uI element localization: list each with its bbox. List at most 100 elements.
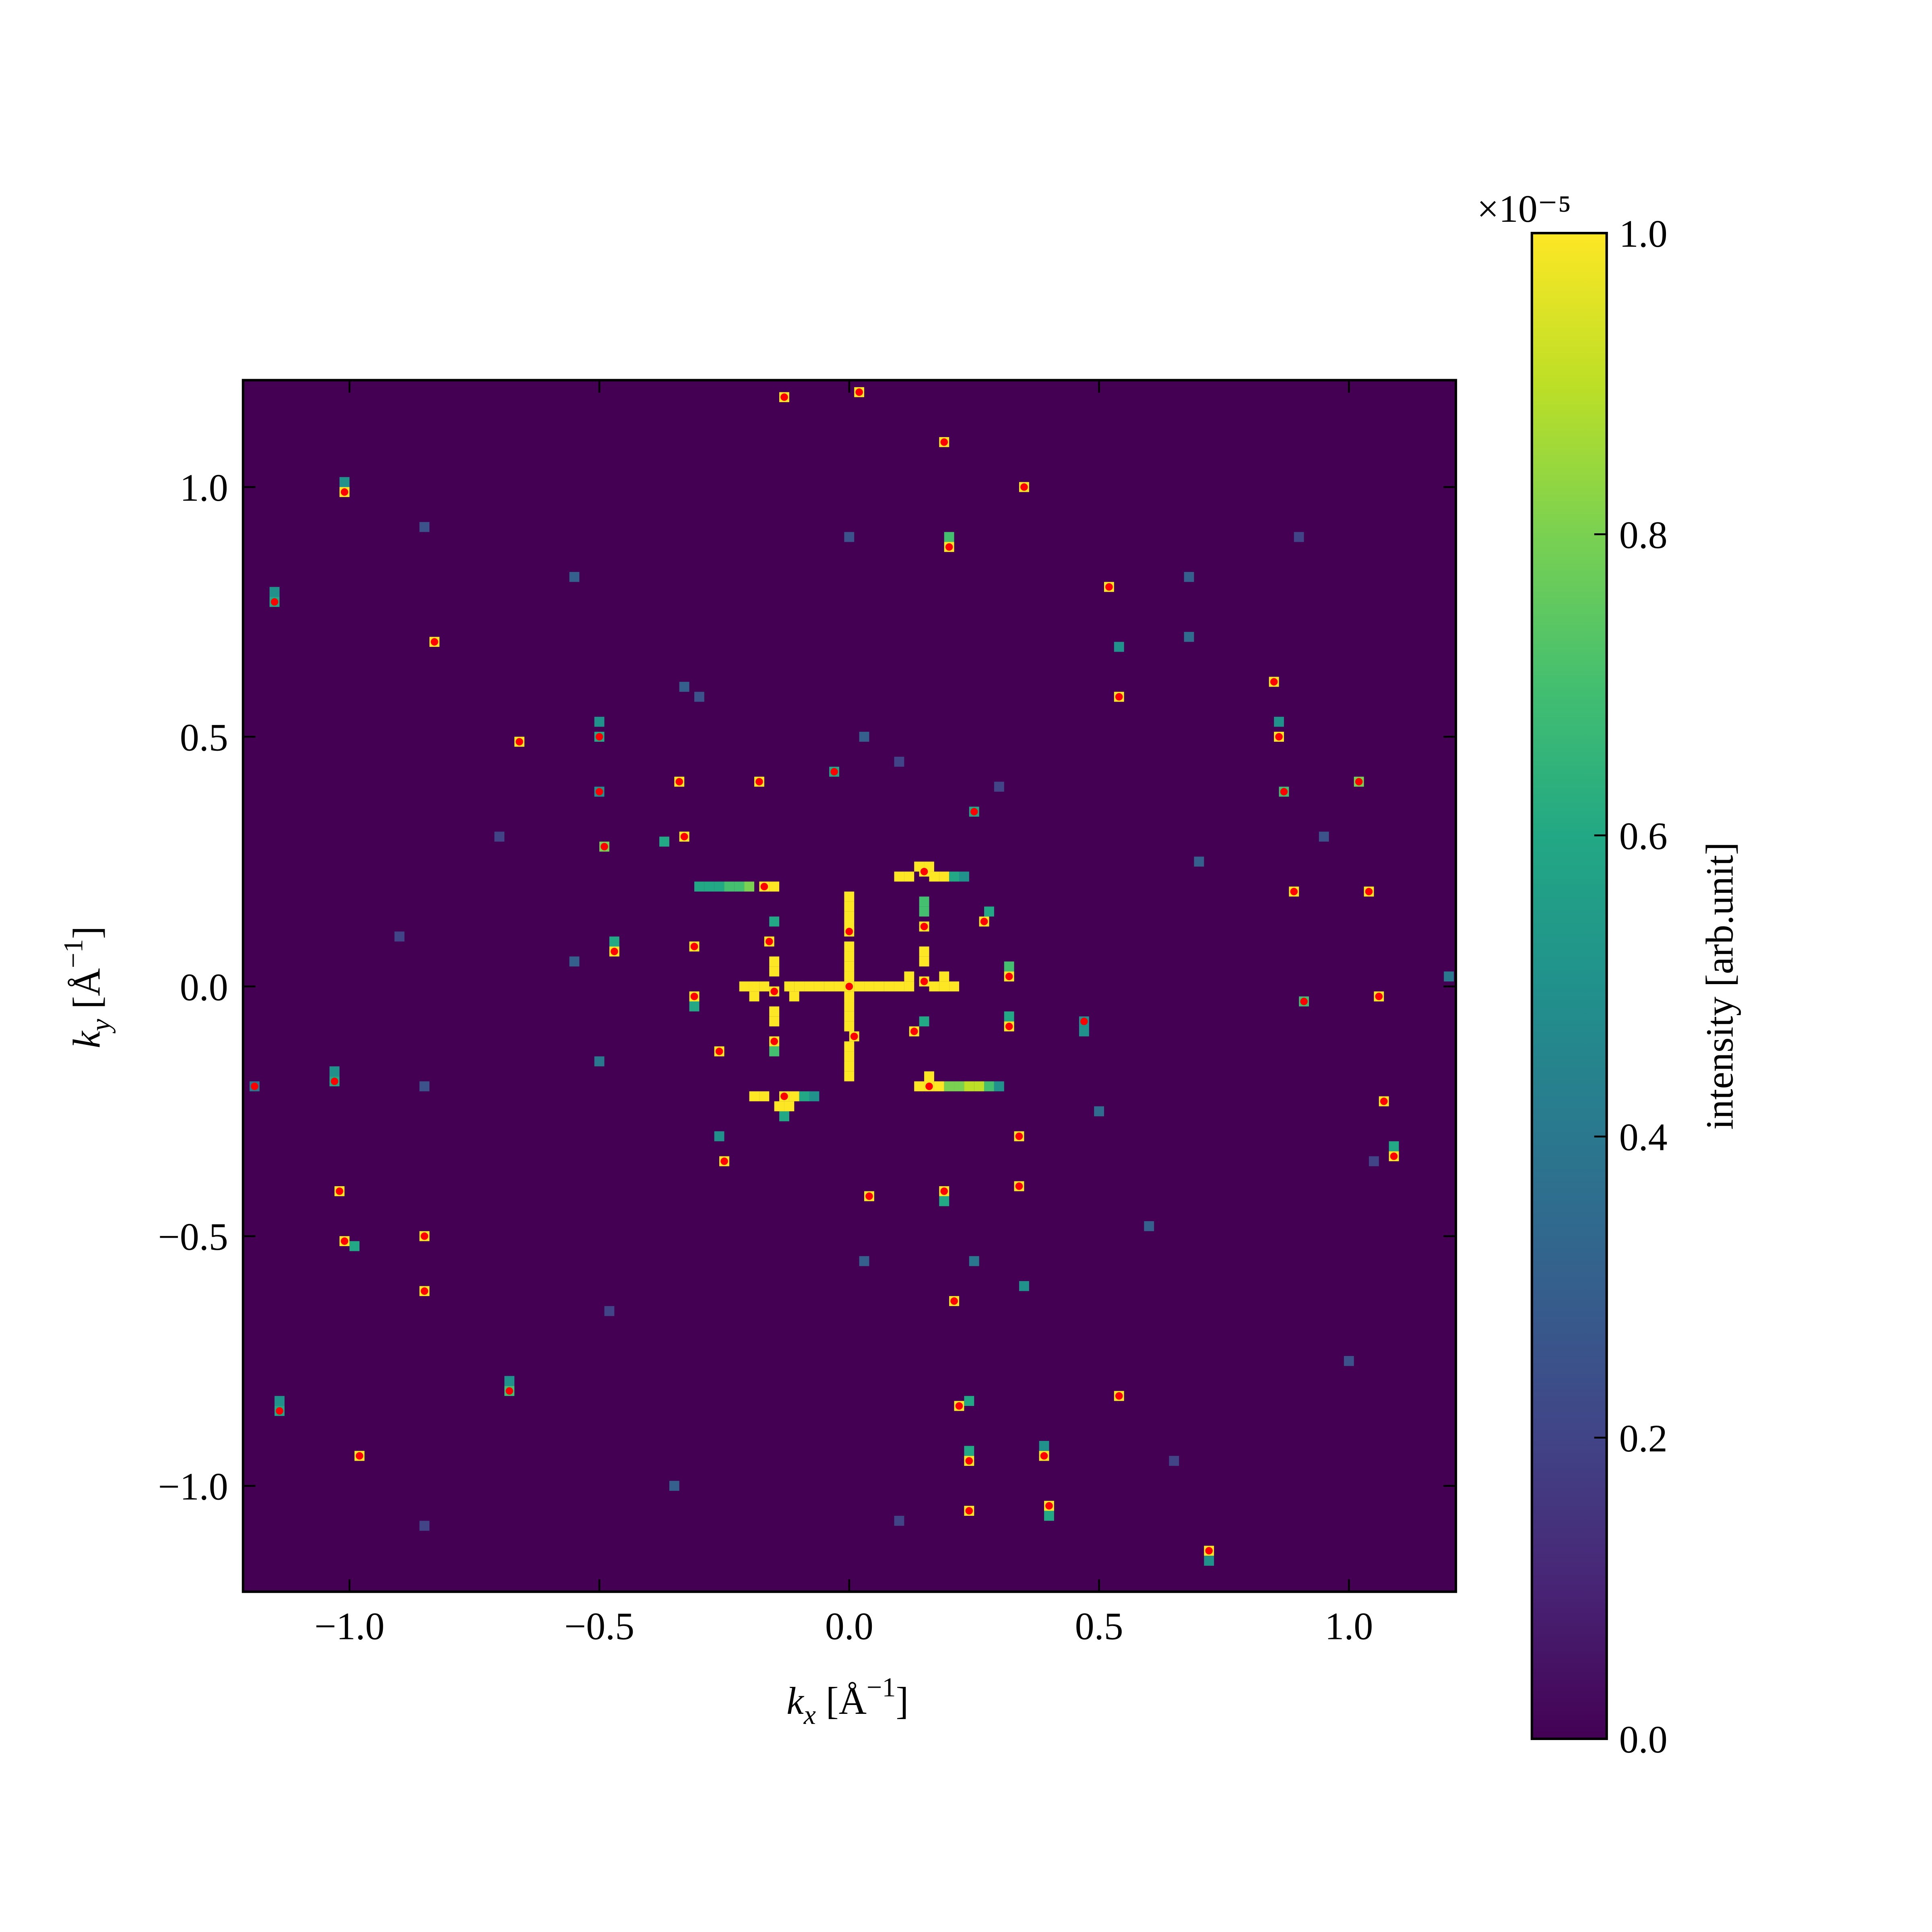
heatmap-cell [419,522,429,532]
heatmap-cell [1184,632,1194,642]
peak-marker [595,788,603,796]
y-tick-label: 0.0 [180,966,228,1009]
heatmap-cell [914,1081,925,1092]
heatmap-cell [824,981,834,992]
heatmap-cell [784,981,795,992]
heatmap-cell [769,1016,780,1027]
heatmap-cell [894,981,904,992]
y-tick-label: −1.0 [158,1465,228,1508]
heatmap-cell [994,782,1004,792]
heatmap-cell [844,961,855,972]
peak-marker [780,393,788,401]
peak-marker [330,1077,339,1085]
heatmap-cell [1004,1011,1014,1022]
heatmap-cell [919,946,929,957]
heatmap-cell [339,477,350,487]
peak-marker [251,1082,258,1090]
heatmap-cell [949,871,959,882]
heatmap-cell [894,757,904,767]
colorbar-tick-label: 0.8 [1619,513,1668,556]
peak-marker [755,778,763,786]
heatmap-cell [844,1021,855,1032]
heatmap-cell [769,966,780,976]
plot-area [243,380,1456,1592]
peak-marker [1275,733,1283,741]
heatmap-cell [1294,532,1304,542]
peak-marker [1005,1022,1013,1030]
heatmap-cell [919,1016,929,1027]
peak-marker [1280,788,1288,796]
heatmap-cell [1144,1221,1154,1231]
peak-marker [431,638,438,646]
peak-marker [611,947,618,956]
peak-marker [1040,1452,1048,1460]
heatmap-cell [904,981,914,992]
heatmap-cell [844,1051,855,1061]
heatmap-cell [759,1091,770,1102]
x-axis-label: kx [Å−1] [786,1672,908,1730]
peak-marker [1005,972,1013,980]
peak-marker [855,388,863,396]
peak-marker [1365,888,1373,896]
heatmap-cell [594,716,605,727]
x-tick-label: 1.0 [1325,1604,1373,1647]
heatmap-cell [1044,1511,1054,1521]
x-tick-label: −1.0 [314,1604,384,1647]
heatmap-cell [759,981,770,992]
heatmap-cell [1114,642,1124,652]
peak-marker [940,1187,948,1195]
heatmap-cell [964,1081,974,1092]
heatmap-cell [934,1081,944,1092]
heatmap-cell [789,1091,799,1102]
heatmap-cell [904,871,914,882]
heatmap-cell [779,1111,789,1121]
peak-marker [760,883,768,890]
peak-marker [276,1407,283,1415]
heatmap-cell [1019,1281,1029,1291]
colorbar-tick-label: 0.0 [1619,1718,1668,1761]
y-tick-label: −0.5 [158,1215,228,1258]
heatmap-cell [784,1101,795,1111]
peak-marker [830,768,838,776]
peak-marker [945,543,953,551]
heatmap-cell [1204,1556,1214,1566]
peak-marker [680,833,688,840]
peak-marker [421,1232,428,1240]
heatmap-cell [594,1056,605,1067]
peak-marker [336,1187,343,1195]
heatmap-cell [275,1396,285,1406]
peak-marker [865,1192,873,1200]
heatmap-cell [714,1131,724,1141]
colorbar [1530,232,1608,1740]
peak-marker [1290,888,1298,896]
heatmap-cell [859,732,869,742]
heatmap-cell [844,951,855,962]
peak-marker [1015,1182,1023,1190]
heatmap-cell [854,981,865,992]
heatmap-cell [749,981,760,992]
heatmap-cell [844,991,855,1002]
heatmap-cell [769,1006,780,1017]
peak-marker [270,598,279,606]
heatmap-cell [694,691,704,702]
heatmap-cell [419,1081,429,1092]
heatmap-cell [809,1091,819,1102]
heatmap-cell [679,681,689,692]
heatmap-cell [964,1396,974,1406]
peak-marker [965,1507,973,1515]
peak-marker [970,808,978,815]
heatmap-cell [844,941,855,952]
heatmap-cell [769,916,780,927]
heatmap-cell [269,587,280,597]
colorbar-label: intensity [arb.unit] [1698,842,1741,1130]
heatmap-cell [569,956,580,967]
heatmap-cell [329,1066,340,1077]
heatmap-cell [689,1001,700,1011]
heatmap-cell [944,532,954,542]
peak-marker [980,918,988,925]
heatmap-cell [844,971,855,982]
heatmap-cell [609,936,619,947]
heatmap-cell [844,1061,855,1071]
heatmap-cell [844,901,855,912]
heatmap-cell [984,1081,994,1092]
